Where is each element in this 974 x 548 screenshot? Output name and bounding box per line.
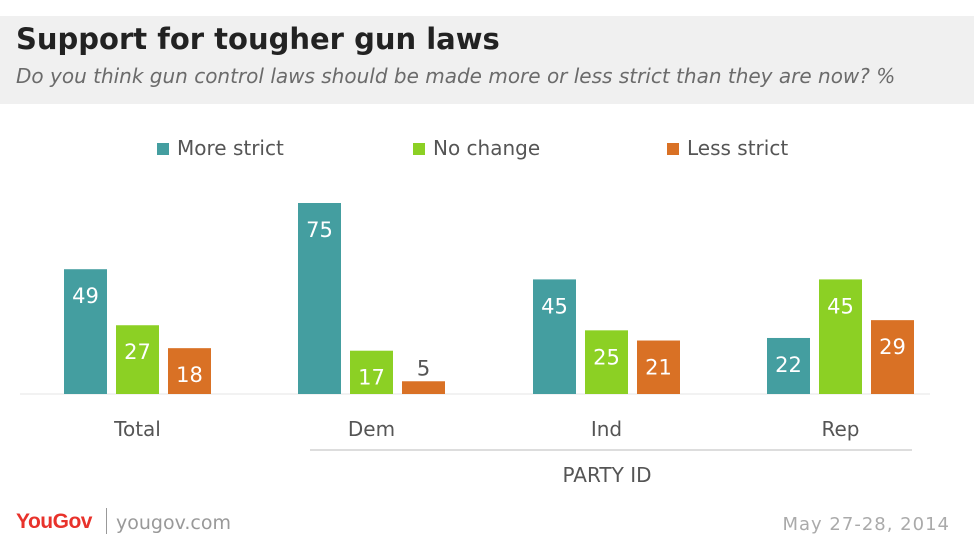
legend-swatch-more-strict [157, 143, 169, 155]
chart-header: Support for tougher gun laws Do you thin… [0, 16, 974, 104]
bar-groups: 49 27 18 Total 75 17 5 Dem 45 25 21 Ind 22 45 29 Rep [64, 203, 914, 441]
data-label-dem-more-strict: 75 [306, 218, 333, 242]
category-label-ind: Ind [591, 417, 622, 441]
data-label-dem-less-strict: 5 [417, 356, 430, 380]
bar-total-more-strict [64, 269, 107, 394]
category-label-rep: Rep [822, 417, 860, 441]
data-label-total-less-strict: 18 [176, 363, 203, 387]
legend-label-less-strict: Less strict [687, 136, 789, 160]
legend-swatch-no-change [413, 143, 425, 155]
yougov-logo: YouGov [16, 510, 92, 533]
data-label-rep-more-strict: 22 [775, 353, 802, 377]
bar-dem-no-change [350, 350, 393, 394]
data-label-rep-no-change: 45 [827, 294, 854, 318]
group-label-party-id: PARTY ID [563, 463, 652, 487]
chart-title: Support for tougher gun laws [16, 22, 500, 56]
bar-rep-no-change [819, 279, 862, 394]
category-label-total: Total [113, 417, 161, 441]
bar-ind-less-strict [637, 340, 680, 394]
footer-date: May 27-28, 2014 [782, 514, 950, 535]
chart-subtitle: Do you think gun control laws should be … [16, 64, 896, 88]
footer-site-link[interactable]: yougov.com [116, 512, 231, 534]
data-label-total-no-change: 27 [124, 340, 151, 364]
category-label-dem: Dem [348, 417, 395, 441]
bar-rep-more-strict [767, 337, 810, 394]
data-label-ind-more-strict: 45 [541, 294, 568, 318]
data-label-ind-less-strict: 21 [645, 356, 672, 380]
data-label-ind-no-change: 25 [593, 345, 620, 369]
bar-ind-more-strict [533, 279, 576, 394]
legend-label-no-change: No change [433, 136, 541, 160]
data-label-rep-less-strict: 29 [879, 335, 906, 359]
bar-total-no-change [116, 325, 159, 394]
data-label-dem-no-change: 17 [358, 366, 385, 390]
bar-dem-more-strict [298, 203, 341, 394]
legend-label-more-strict: More strict [177, 136, 284, 160]
bar-dem-less-strict [402, 381, 445, 394]
legend-swatch-less-strict [667, 143, 679, 155]
bar-total-less-strict [168, 348, 211, 394]
bar-rep-less-strict [871, 320, 914, 394]
bar-ind-no-change [585, 330, 628, 394]
data-label-total-more-strict: 49 [72, 284, 99, 308]
footer-divider [106, 508, 107, 534]
